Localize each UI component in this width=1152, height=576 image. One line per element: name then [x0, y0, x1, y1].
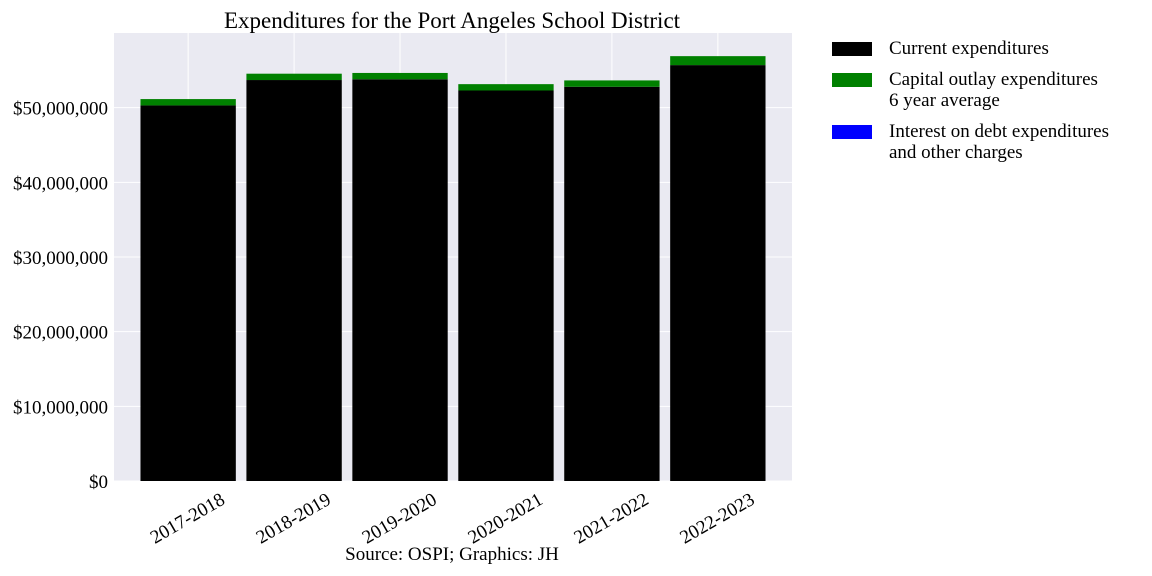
bar-segment-series-0 [352, 79, 448, 481]
x-tick-label: 2019-2020 [359, 489, 441, 548]
bar-segment-series-0 [140, 105, 236, 481]
bar-segment-series-1 [564, 80, 660, 87]
y-tick-label: $40,000,000 [13, 173, 108, 194]
bar-segment-series-0 [564, 86, 660, 481]
y-tick-label: $10,000,000 [13, 397, 108, 418]
bars [140, 56, 766, 482]
bar-segment-series-1 [140, 99, 236, 106]
bar-segment-series-1 [458, 84, 554, 91]
legend: Current expenditures Capital outlay expen… [832, 38, 1109, 173]
x-axis-ticks: 2017-2018 2018-2019 2019-2020 2020-2021 2021… [147, 489, 758, 548]
legend-item: Interest on debt expenditures and other … [832, 121, 1109, 163]
bar-segment-series-1 [352, 72, 448, 80]
x-tick-label: 2022-2023 [677, 489, 759, 548]
legend-item: Current expenditures [832, 38, 1109, 59]
legend-swatch [832, 73, 872, 87]
x-tick-label: 2018-2019 [253, 489, 335, 548]
legend-swatch [832, 125, 872, 139]
bar-segment-series-1 [246, 73, 342, 81]
bar-segment-series-0 [458, 90, 554, 481]
chart-caption: Source: OSPI; Graphics: JH [345, 544, 559, 565]
chart-title: Expenditures for the Port Angeles School… [224, 8, 681, 33]
y-tick-label: $20,000,000 [13, 323, 108, 344]
legend-item: Capital outlay expenditures 6 year avera… [832, 69, 1109, 111]
y-tick-label: $0 [89, 472, 108, 493]
legend-label: Current expenditures [889, 38, 1049, 59]
bar-segment-series-0 [246, 80, 342, 481]
x-tick-label: 2020-2021 [465, 489, 547, 548]
bar-segment-series-0 [670, 65, 766, 482]
y-tick-label: $50,000,000 [13, 99, 108, 120]
y-tick-label: $30,000,000 [13, 248, 108, 269]
x-tick-label: 2017-2018 [147, 489, 229, 548]
legend-swatch [832, 42, 872, 56]
legend-label: Capital outlay expenditures 6 year avera… [889, 69, 1098, 111]
x-tick-label: 2021-2022 [571, 489, 653, 548]
y-axis-ticks: $0 $10,000,000 $20,000,000 $30,000,000 $40,0… [13, 99, 108, 493]
legend-label: Interest on debt expenditures and other … [889, 121, 1110, 163]
bar-segment-series-1 [670, 56, 766, 66]
